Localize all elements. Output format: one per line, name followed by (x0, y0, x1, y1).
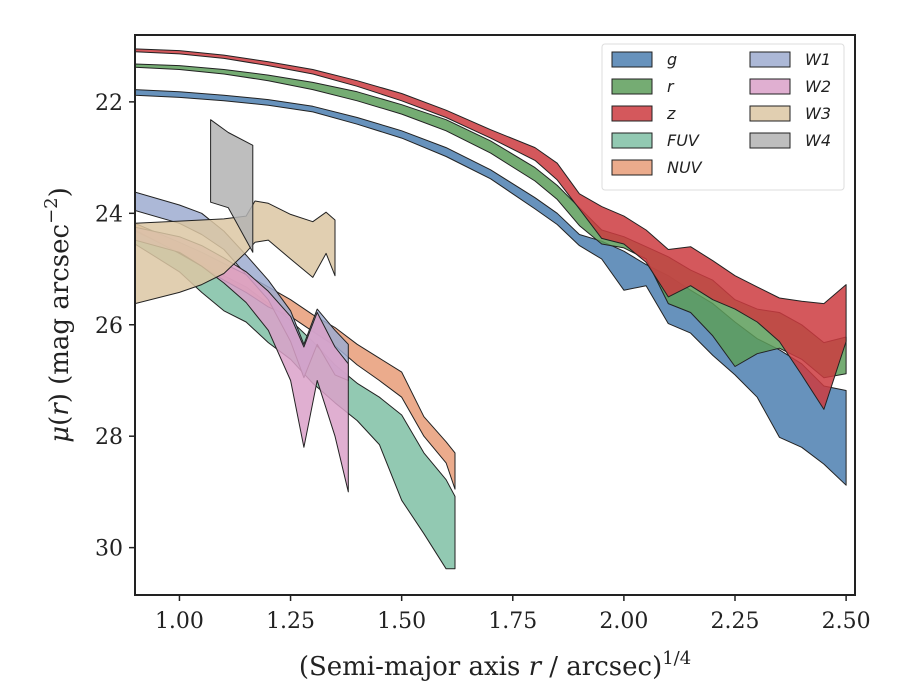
legend-label-fuv: FUV (667, 131, 700, 150)
legend-swatch-w2 (749, 78, 791, 95)
band-r (135, 63, 847, 379)
legend-label-w4: W4 (805, 131, 831, 150)
legend-label-w1: W1 (805, 50, 831, 69)
y-tick-label: 28 (95, 425, 123, 450)
legend-label-r: r (667, 77, 675, 96)
x-tick-label: 1.50 (377, 609, 426, 634)
legend-label-w3: W3 (805, 104, 831, 123)
band-layer (135, 48, 847, 570)
legend-swatch-w4 (749, 132, 791, 149)
y-tick-label: 26 (95, 314, 123, 339)
x-axis-label: (Semi-major axis r / arcsec)1/4 (299, 648, 691, 682)
y-tick-label: 30 (95, 537, 123, 562)
legend-label-w2: W2 (805, 77, 831, 96)
x-tick-label: 1.75 (488, 609, 537, 634)
legend-swatch-fuv (611, 132, 653, 149)
legend-swatch-nuv (611, 159, 653, 176)
band-w4 (210, 119, 254, 253)
x-tick-label: 2.25 (711, 609, 760, 634)
legend-label-g: g (667, 50, 677, 69)
x-tick-label: 2.00 (599, 609, 648, 634)
y-tick-label: 22 (95, 91, 123, 116)
legend-label-nuv: NUV (667, 158, 703, 177)
x-tick-label: 1.00 (155, 609, 204, 634)
legend-swatch-w3 (749, 105, 791, 122)
legend: grz FUV NUV W1 W2 W3 W4 (601, 43, 845, 191)
band-g (135, 89, 847, 486)
legend-swatch-r (611, 78, 653, 95)
legend-swatch-w1 (749, 51, 791, 68)
band-z (135, 48, 847, 410)
x-tick-label: 1.25 (266, 609, 315, 634)
legend-swatch-z (611, 105, 653, 122)
plot-frame (134, 34, 856, 596)
y-axis-label: μ(r) (mag arcsec−2) (41, 187, 75, 443)
y-tick-label: 24 (95, 202, 123, 227)
legend-label-z: z (666, 104, 676, 123)
tick-layer: 1.00 1.25 1.50 1.75 2.00 2.25 2.50 22 24 26 28 30 (95, 91, 871, 634)
legend-swatch-g (611, 51, 653, 68)
x-tick-label: 2.50 (822, 609, 871, 634)
